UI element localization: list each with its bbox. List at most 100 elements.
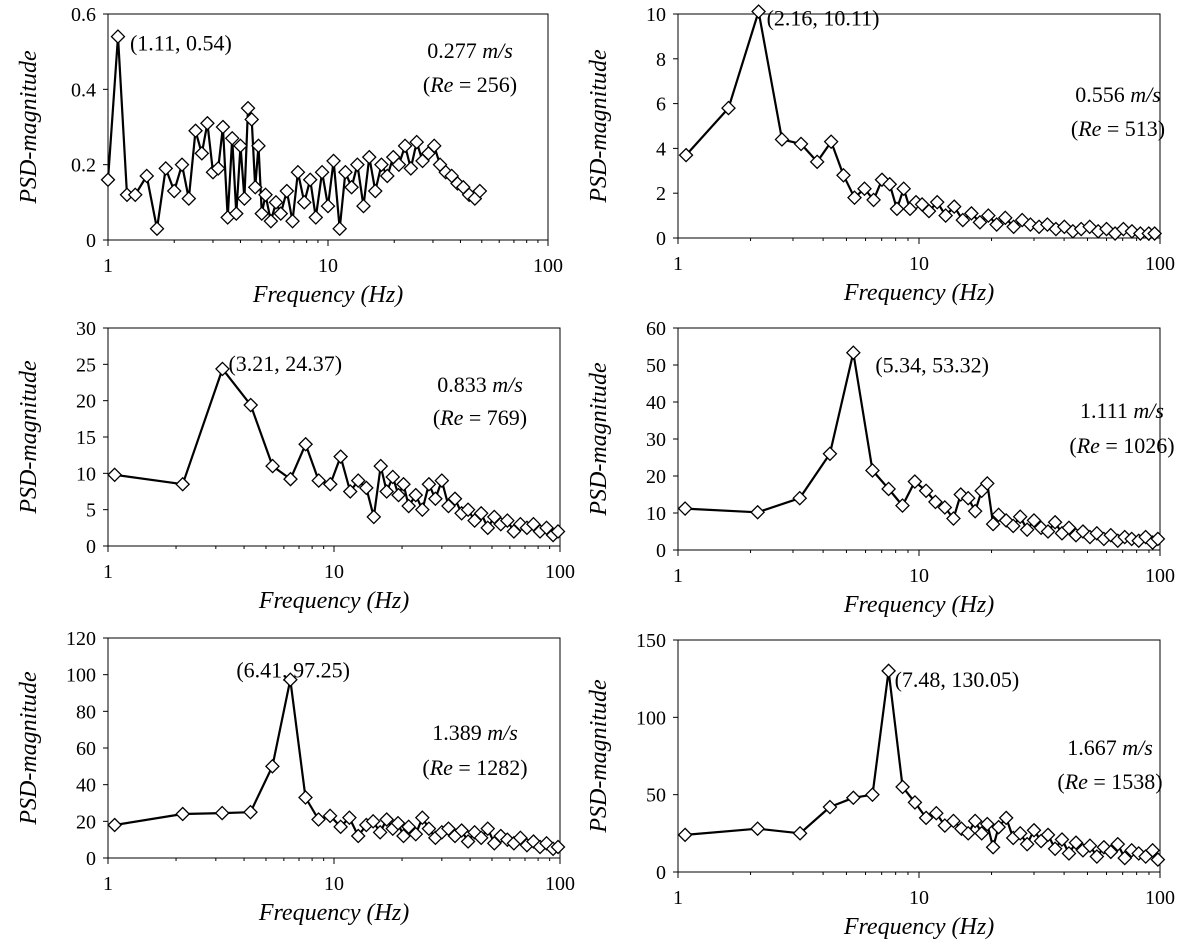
- x-axis-label: Frequency (Hz): [258, 588, 409, 614]
- x-tick-label: 1: [103, 561, 113, 583]
- velocity-value: 0.556: [1075, 82, 1130, 107]
- data-point: [379, 168, 395, 184]
- y-tick-label: 5: [86, 500, 96, 522]
- data-point: [333, 819, 349, 835]
- velocity-label: 0.833 m/s: [437, 372, 523, 397]
- data-point: [228, 206, 244, 222]
- data-point: [107, 467, 123, 483]
- y-tick-label: 10: [646, 4, 666, 26]
- data-point: [1019, 836, 1035, 852]
- data-point: [107, 817, 123, 833]
- data-point: [414, 502, 430, 518]
- velocity-label: 1.667 m/s: [1067, 735, 1153, 760]
- data-point: [149, 221, 165, 237]
- velocity-label: 1.389 m/s: [432, 720, 518, 745]
- data-point: [967, 503, 983, 519]
- data-point: [311, 473, 327, 489]
- y-tick-label: 0.6: [71, 4, 96, 26]
- reynolds-label: (Re = 769): [433, 405, 527, 430]
- chart-panel-1: 0 0.2 0.4 0.6 1 10 100 Frequency (Hz) PSD-magnit…: [16, 4, 563, 308]
- data-point: [955, 212, 971, 228]
- data-point: [127, 187, 143, 203]
- velocity-unit: m/s: [1130, 82, 1161, 107]
- data-point: [263, 213, 279, 229]
- reynolds-symbol: Re: [1077, 116, 1101, 141]
- data-point: [1026, 512, 1042, 528]
- data-point: [721, 100, 736, 116]
- data-point: [379, 812, 395, 827]
- x-axis-label: Frequency (Hz): [252, 282, 403, 308]
- velocity-value: 1.111: [1080, 398, 1133, 423]
- data-point: [774, 132, 790, 147]
- data-point: [907, 474, 923, 489]
- y-tick-label: 40: [646, 392, 666, 414]
- data-point: [408, 487, 424, 503]
- y-tick-label: 40: [76, 775, 96, 797]
- data-point: [365, 813, 381, 829]
- y-tick-label: 0: [656, 862, 666, 884]
- data-point: [279, 183, 295, 199]
- data-point: [881, 663, 897, 679]
- data-point: [251, 138, 266, 154]
- data-point: [158, 161, 174, 176]
- x-tick-label: 1: [673, 565, 683, 587]
- data-point: [1117, 850, 1133, 866]
- data-point: [918, 810, 934, 826]
- reynolds-symbol: Re: [1076, 433, 1100, 458]
- reynolds-value: = 1282): [453, 755, 528, 780]
- data-point: [845, 345, 861, 361]
- data-point: [397, 138, 413, 154]
- data-point: [1012, 509, 1028, 525]
- x-tick-label: 1: [673, 253, 683, 275]
- data-point: [678, 147, 694, 163]
- data-point: [472, 183, 488, 199]
- y-tick-label: 50: [646, 355, 666, 377]
- peak-label: (3.21, 24.37): [228, 351, 342, 376]
- data-point: [1047, 841, 1063, 857]
- reynolds-symbol: Re: [429, 755, 453, 780]
- y-tick-label: 15: [76, 427, 96, 449]
- data-point: [809, 154, 825, 170]
- data-point: [974, 825, 990, 841]
- data-point: [434, 473, 450, 489]
- data-point: [677, 827, 693, 843]
- reynolds-value: = 1538): [1088, 769, 1163, 794]
- data-point: [480, 821, 496, 837]
- reynolds-open: (: [422, 755, 429, 780]
- reynolds-open: (: [1069, 433, 1076, 458]
- data-point: [550, 839, 566, 855]
- y-tick-label: 150: [636, 630, 666, 652]
- data-point: [1005, 518, 1021, 534]
- data-point: [985, 839, 1001, 855]
- data-point: [356, 198, 371, 214]
- y-tick-label: 30: [646, 429, 666, 451]
- data-point: [972, 214, 988, 230]
- data-point: [1014, 212, 1030, 228]
- data-point: [1103, 844, 1119, 860]
- x-axis-label: Frequency (Hz): [843, 592, 994, 618]
- data-point: [967, 813, 983, 829]
- data-point: [1061, 520, 1077, 536]
- data-point: [946, 813, 961, 829]
- reynolds-value: = 1026): [1100, 433, 1175, 458]
- data-point: [921, 203, 937, 219]
- data-point: [373, 458, 389, 474]
- data-point: [847, 190, 862, 206]
- data-point: [937, 500, 953, 515]
- x-tick-label: 1: [103, 255, 113, 277]
- reynolds-label: (Re = 513): [1071, 116, 1165, 141]
- velocity-unit: m/s: [482, 38, 513, 63]
- y-tick-label: 20: [76, 391, 96, 413]
- velocity-unit: m/s: [487, 720, 518, 745]
- data-point: [374, 157, 389, 173]
- data-point: [214, 805, 230, 821]
- velocity-label: 1.111 m/s: [1080, 398, 1164, 423]
- data-point: [447, 491, 463, 507]
- peak-label: (7.48, 130.05): [895, 667, 1020, 692]
- data-point: [473, 505, 489, 521]
- data-point: [243, 397, 259, 413]
- data-point: [361, 149, 377, 165]
- data-point: [174, 157, 190, 173]
- data-point: [391, 487, 406, 503]
- data-point: [460, 834, 476, 849]
